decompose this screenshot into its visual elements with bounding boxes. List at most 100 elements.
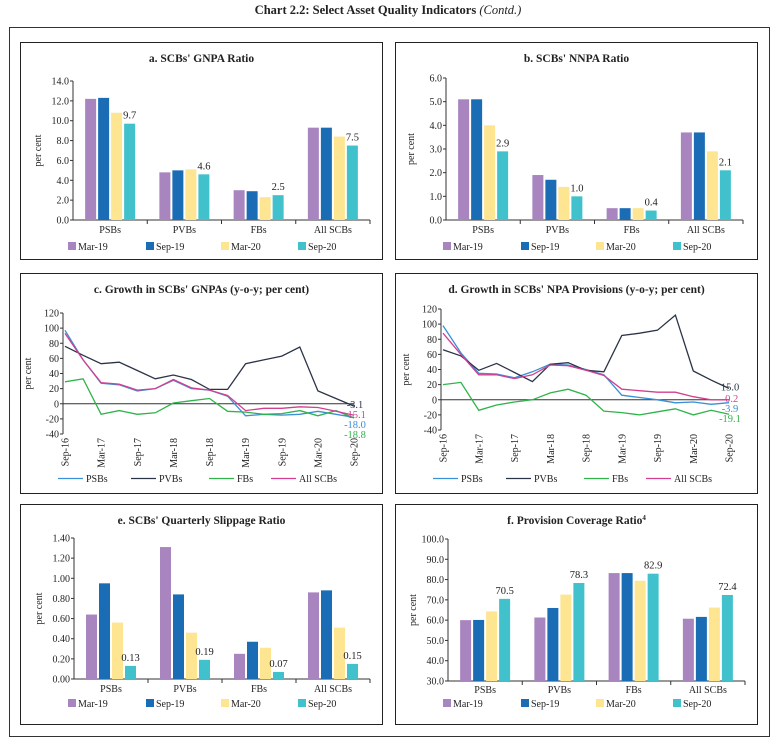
category-label: PVBs [173,225,196,236]
x-tick-label: Mar-19 [241,438,252,468]
y-tick-label: 20 [49,384,59,395]
y-tick-label: 100 [422,320,437,331]
y-tick-label: 60 [427,350,437,361]
y-tick-label: 1.40 [53,534,71,545]
panel-nnpa-ratio: b. SCBs' NNPA Ratio per cent 0.0 1.0 2.0 3.0 4… [395,42,758,260]
bar-mar-20 [560,594,572,681]
category-label: PVBs [173,684,196,695]
legend-swatch [596,699,604,707]
bar-mar-20 [185,169,197,220]
end-value-label: -18.0 [344,420,366,431]
y-tick-label: 6.0 [57,156,70,167]
category-label: PVBs [546,225,569,236]
y-tick-label: 0.80 [53,594,71,605]
legend-label: Sep-20 [683,699,711,710]
title-superscript: 4 [642,514,646,522]
y-tick-label: -40 [46,430,59,441]
y-tick-label: 70.0 [427,595,445,606]
legend-label: Mar-20 [606,699,636,710]
y-tick-label: 40 [49,369,59,380]
category-label: FBs [251,225,267,236]
legend-swatch [298,699,306,707]
y-tick-label: 2.0 [430,168,443,179]
x-tick-label: Mar-17 [97,438,108,468]
legend-label: Sep-19 [531,242,559,253]
bar-sep-20 [125,665,136,679]
data-label: 0.07 [269,659,287,670]
legend-swatch [221,699,229,707]
legend-label: Sep-19 [531,699,559,710]
line-psbs [442,325,730,405]
y-tick-label: 100.0 [422,535,445,546]
panel-gnpa-ratio: a. SCBs' GNPA Ratio per cent 0.0 2.0 4.0 6.0 8… [20,42,383,260]
legend-label: FBs [237,474,253,485]
bar-sep-20 [198,174,210,220]
y-axis-label: per cent [408,594,419,626]
bar-sep-20 [647,573,659,681]
y-tick-label: 0.00 [53,675,71,686]
y-tick-label: 40.0 [427,656,445,667]
panel-provision-coverage: f. Provision Coverage Ratio4 per cent 30.0… [395,504,758,725]
legend-label: PSBs [461,474,483,485]
chart-title: b. SCBs' NNPA Ratio [524,53,629,65]
y-tick-label: 60 [49,354,59,365]
bar-sep-20 [346,145,358,220]
bar-mar-20 [112,622,123,679]
legend-label: All SCBs [299,474,337,485]
bar-sep-19 [98,97,110,220]
bar-mar-20 [186,632,197,679]
y-tick-label: 50.0 [427,636,445,647]
y-tick-label: 1.20 [53,554,71,565]
bar-sep-20 [573,583,585,681]
y-axis-label: per cent [33,134,44,166]
bar-sep-20 [272,195,284,220]
bar-sep-20 [721,594,733,681]
bar-mar-20 [484,125,496,220]
y-tick-label: 0.20 [53,654,71,665]
x-tick-label: Sep-19 [277,438,288,466]
bar-sep-20 [124,123,136,220]
y-tick-label: 20 [427,380,437,391]
y-tick-label: 1.00 [53,574,71,585]
y-axis-label: per cent [23,357,34,389]
y-tick-label: 80.0 [427,575,445,586]
y-tick-label: -20 [424,410,437,421]
page-title-suffix: (Contd.) [479,3,522,17]
bar-sep-19 [246,191,258,220]
legend-label: Mar-20 [231,242,261,253]
bar-sep-19 [693,132,705,220]
legend-label: Mar-20 [606,242,636,253]
bar-sep-20 [347,663,358,679]
data-label: 82.9 [644,561,662,572]
bar-mar-19 [307,127,319,220]
bar-sep-19 [99,583,110,679]
chart-title: d. Growth in SCBs' NPA Provisions (y-o-y… [448,284,704,296]
bar-mar-19 [160,547,171,679]
legend-label: Sep-20 [308,242,336,253]
bar-mar-19 [608,573,620,681]
legend-label: FBs [612,474,628,485]
bar-sep-20 [499,598,511,681]
y-tick-label: 5.0 [430,97,443,108]
category-label: FBs [626,685,642,696]
bar-mar-20 [260,647,271,679]
legend-swatch [443,242,451,250]
bar-mar-19 [86,614,97,679]
y-tick-label: 60.0 [427,616,445,627]
category-label: FBs [251,684,267,695]
legend-label: PSBs [86,474,108,485]
bar-sep-19 [619,208,631,220]
panel-slippage-ratio: e. SCBs' Quarterly Slippage Ratio per cen… [20,504,383,725]
legend-swatch [521,699,529,707]
x-tick-label: Sep-16 [61,438,72,466]
chart-title: f. Provision Coverage Ratio4 [507,514,646,527]
legend-label: Sep-19 [156,242,184,253]
end-value-label: -3.9 [722,404,739,415]
y-tick-label: 80 [427,335,437,346]
x-tick-label: Sep-16 [439,434,450,462]
bar-sep-20 [571,196,583,220]
bar-sep-19 [173,594,184,679]
bar-sep-19 [621,573,633,681]
end-value-label: -19.1 [719,414,741,425]
chart-frame [9,27,770,737]
